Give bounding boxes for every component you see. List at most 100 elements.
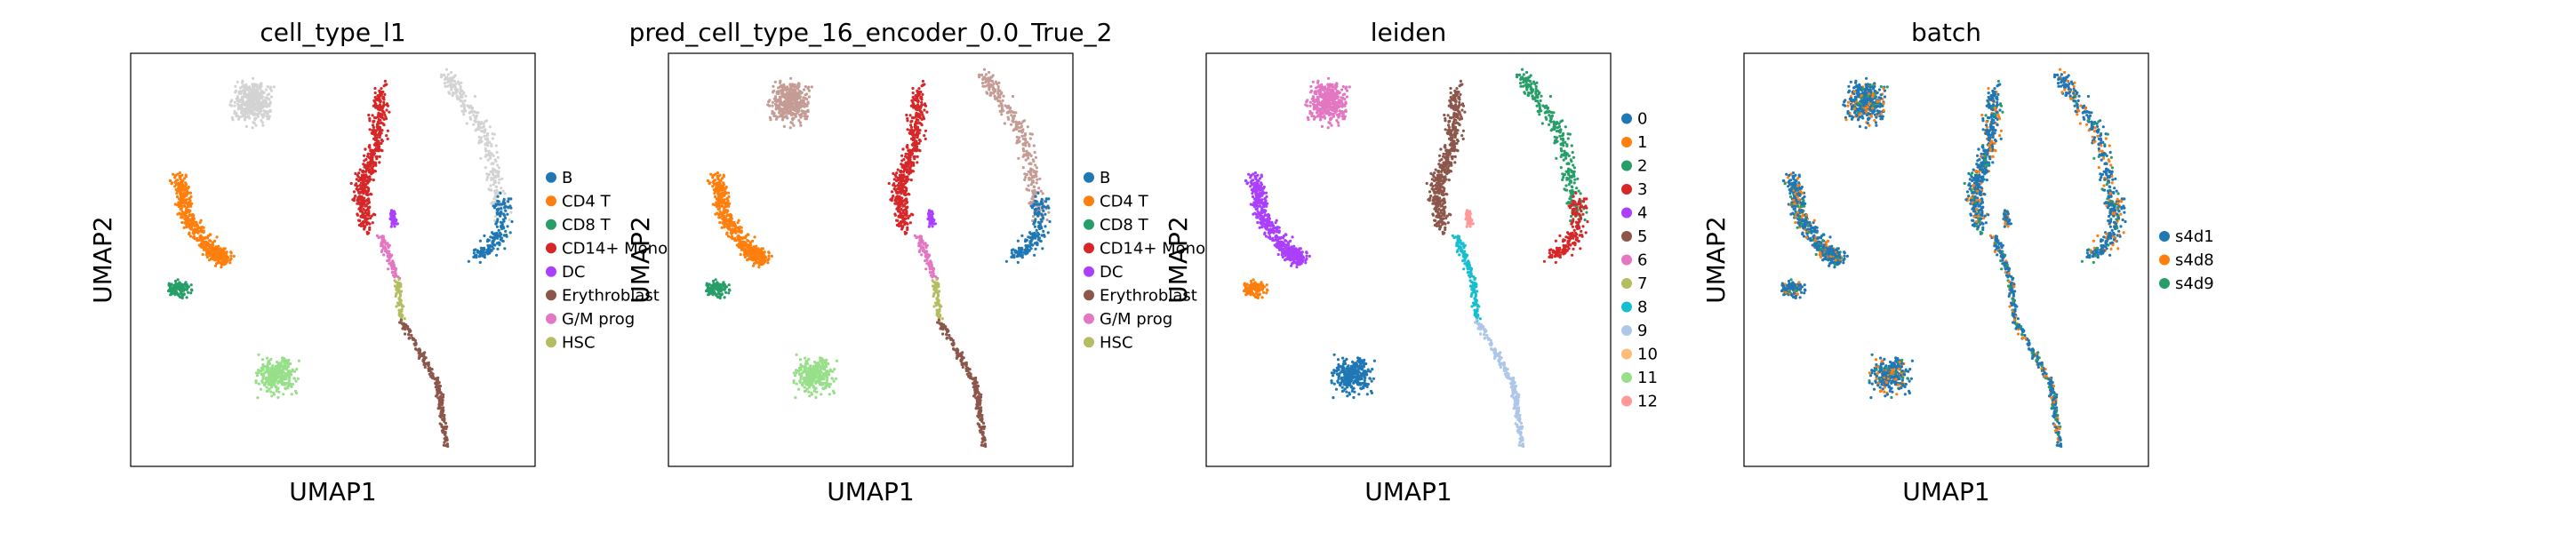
cell-point: [355, 182, 358, 186]
cell-point: [822, 377, 826, 381]
cell-point: [716, 211, 719, 215]
cell-point: [896, 206, 900, 210]
cell-point: [371, 167, 374, 171]
cell-point: [435, 380, 438, 384]
cell-point: [473, 119, 477, 123]
cell-point: [800, 371, 804, 375]
cell-point: [490, 144, 493, 147]
cell-point: [795, 382, 798, 386]
cell-point: [477, 255, 481, 259]
cell-point: [367, 113, 371, 117]
cell-point: [364, 203, 367, 207]
cell-point: [776, 104, 780, 108]
cell-point: [459, 84, 462, 89]
cell-point: [183, 213, 187, 217]
cell-point: [740, 229, 743, 233]
cell-point: [831, 370, 835, 373]
cell-point: [724, 189, 727, 194]
cell-point: [777, 107, 781, 111]
cell-point: [722, 219, 725, 222]
cell-point: [182, 177, 187, 180]
cell-point: [889, 198, 892, 202]
cell-point: [916, 99, 920, 103]
cell-point: [767, 251, 771, 255]
cell-point: [809, 380, 813, 384]
cell-point: [906, 168, 909, 171]
cell-point: [390, 210, 394, 213]
cell-point: [742, 253, 746, 257]
cell-point: [492, 237, 497, 241]
cell-point: [804, 117, 807, 121]
cell-point: [725, 225, 729, 228]
cell-point: [892, 182, 896, 186]
cell-point: [724, 204, 727, 209]
cell-point: [188, 196, 191, 200]
cell-point: [196, 238, 200, 243]
cell-point: [797, 119, 801, 123]
cell-point: [281, 378, 284, 381]
cell-point: [779, 81, 782, 84]
cell-point: [199, 226, 203, 229]
cell-point: [256, 396, 260, 400]
cell-point: [810, 393, 814, 396]
cell-point: [761, 247, 764, 251]
cell-point: [367, 211, 371, 215]
cell-point: [921, 79, 924, 83]
cell-point: [246, 97, 251, 100]
cell-point: [497, 166, 501, 170]
cell-point: [937, 285, 940, 289]
cell-point: [777, 90, 780, 93]
cell-point: [909, 179, 913, 182]
cell-point: [732, 220, 736, 224]
cell-point: [397, 277, 401, 282]
cell-point: [924, 259, 927, 263]
cell-point: [802, 99, 805, 103]
cell-point: [268, 87, 272, 91]
cell-point: [380, 106, 384, 109]
cell-point: [814, 395, 818, 400]
cell-point: [809, 364, 812, 368]
cell-point: [910, 163, 914, 166]
cell-point: [272, 85, 276, 89]
cell-point: [903, 165, 907, 169]
cell-point: [819, 359, 822, 362]
cell-point: [812, 385, 816, 388]
cell-point: [731, 227, 734, 231]
cell-point: [242, 107, 246, 111]
cell-point: [190, 219, 195, 222]
cell-point: [200, 229, 204, 233]
cell-point: [260, 379, 264, 383]
cell-point: [498, 211, 501, 215]
cell-point: [727, 288, 732, 291]
cell-point: [205, 255, 209, 259]
cell-point: [443, 413, 446, 418]
cell-point: [925, 243, 929, 247]
cell-point: [260, 358, 265, 362]
cell-point: [492, 132, 496, 136]
cell-point: [737, 226, 740, 229]
cell-point: [172, 172, 175, 176]
cell-point: [771, 104, 774, 107]
cell-point: [508, 218, 511, 222]
cell-point: [916, 118, 920, 122]
cell-point: [264, 88, 268, 91]
cell-point: [480, 249, 484, 252]
cell-point: [920, 240, 924, 244]
cell-point: [796, 101, 800, 105]
cell-point: [799, 115, 803, 119]
cell-point: [188, 219, 192, 222]
cell-point: [209, 245, 212, 249]
cell-point: [175, 192, 179, 195]
cell-point: [186, 201, 189, 204]
cell-point: [492, 154, 495, 157]
cell-point: [468, 111, 471, 115]
cell-point: [734, 231, 738, 235]
cell-point: [780, 113, 783, 116]
cell-point: [398, 314, 402, 318]
cell-point: [826, 376, 829, 379]
cell-point: [932, 274, 936, 277]
cell-point: [508, 231, 512, 235]
cell-point: [183, 221, 187, 225]
cell-point: [833, 368, 836, 371]
cell-point: [940, 317, 944, 321]
